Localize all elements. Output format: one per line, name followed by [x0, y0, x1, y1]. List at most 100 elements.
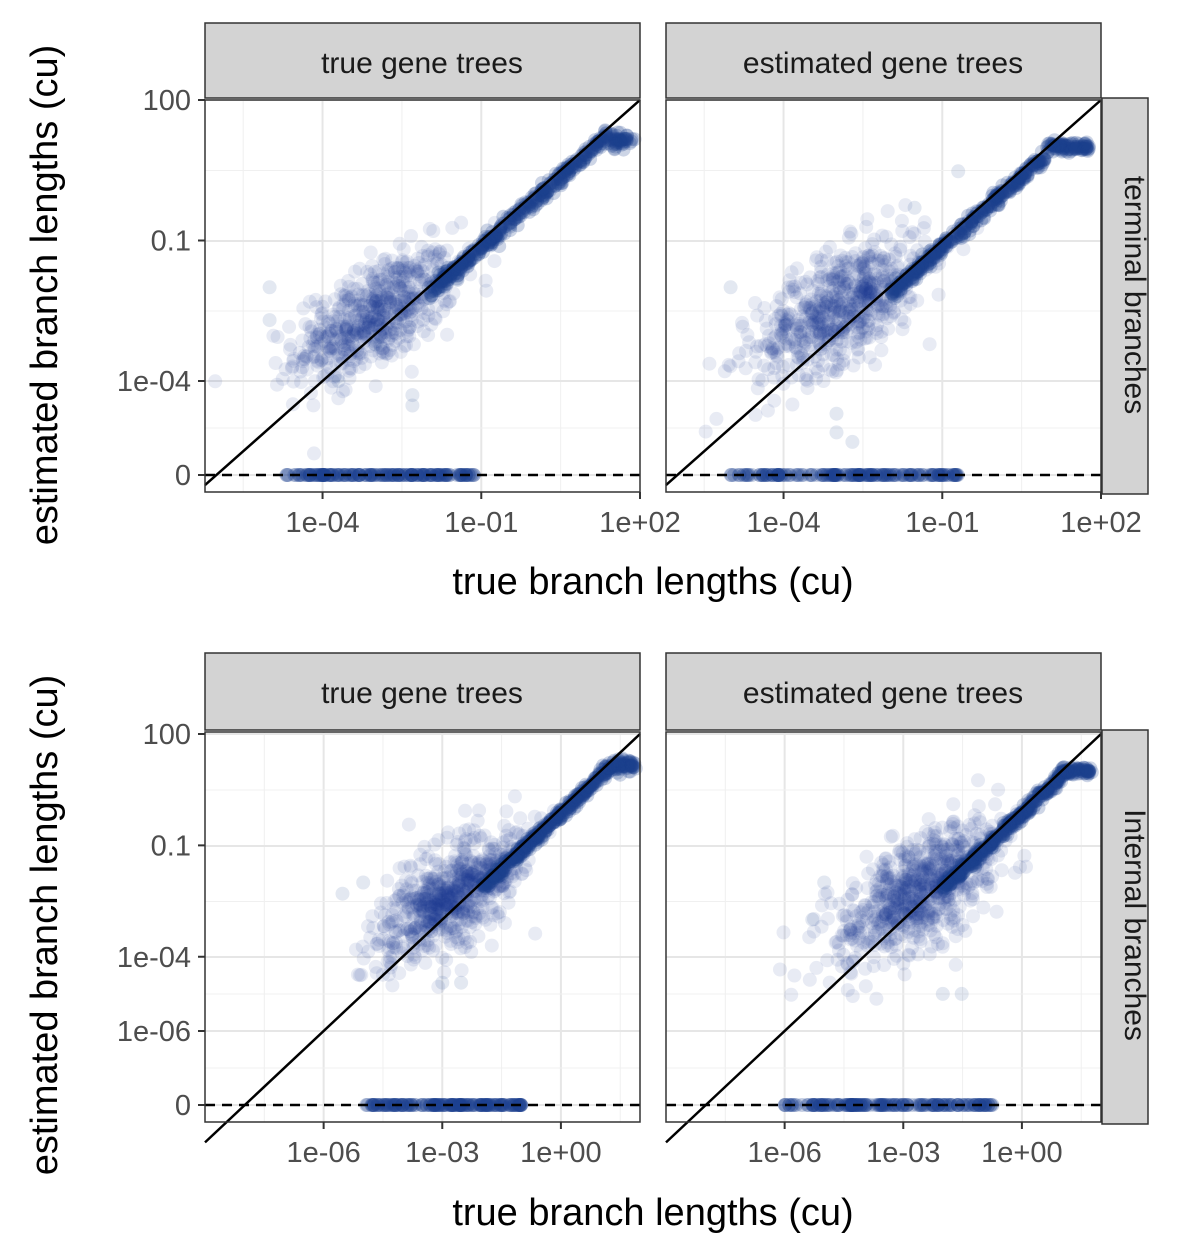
data-point [503, 219, 518, 234]
data-point [483, 229, 498, 244]
data-point [307, 339, 322, 354]
data-point [869, 283, 884, 298]
data-point [465, 243, 480, 258]
y-tick-label: 100 [143, 85, 191, 117]
data-point [355, 939, 370, 954]
data-point [951, 164, 966, 179]
data-point [361, 314, 376, 328]
data-point [310, 327, 325, 342]
data-point [597, 134, 612, 149]
data-point [437, 250, 452, 265]
data-point [372, 294, 387, 309]
data-point [612, 133, 627, 148]
data-point [475, 241, 490, 256]
data-point [401, 468, 416, 482]
data-point [388, 333, 403, 348]
data-point [310, 353, 325, 368]
data-point [356, 875, 371, 890]
x-tick-label: 1e-01 [905, 507, 979, 539]
data-point [396, 316, 411, 331]
data-point [814, 259, 829, 274]
data-point [862, 330, 877, 345]
data-point [397, 290, 412, 305]
data-point [347, 309, 362, 324]
data-point [853, 285, 868, 300]
data-point [398, 468, 412, 482]
data-point [358, 317, 373, 332]
data-point [299, 349, 314, 364]
data-point [536, 190, 551, 204]
data-point [931, 287, 946, 302]
data-point [482, 234, 497, 249]
data-point [851, 326, 866, 341]
data-point [800, 381, 815, 396]
data-point [336, 297, 351, 312]
data-point [471, 246, 486, 261]
data-point [385, 253, 399, 268]
data-point [989, 904, 1004, 919]
data-point [849, 909, 864, 924]
data-point [553, 178, 568, 193]
data-point [490, 232, 505, 246]
data-point [413, 275, 427, 290]
data-point [372, 283, 387, 298]
data-point [434, 279, 449, 294]
data-point [852, 259, 867, 274]
data-point [360, 321, 375, 335]
data-point [349, 326, 364, 341]
data-point [322, 327, 337, 341]
data-point [814, 284, 829, 299]
data-point [887, 890, 902, 905]
data-point [439, 276, 454, 291]
data-point [789, 321, 804, 336]
data-point [493, 220, 508, 235]
data-point [463, 267, 478, 282]
data-point [307, 341, 322, 356]
data-point [480, 231, 494, 246]
data-point [306, 350, 321, 365]
data-point [316, 314, 331, 329]
data-point [383, 293, 398, 308]
data-point [598, 126, 613, 141]
data-point [766, 370, 781, 385]
data-point [373, 327, 388, 342]
data-point [430, 275, 445, 290]
data-point [367, 308, 382, 323]
data-point [450, 468, 465, 482]
data-point [368, 318, 383, 332]
data-point [866, 278, 881, 293]
data-point [436, 270, 451, 285]
data-point [397, 468, 412, 482]
data-point [342, 371, 357, 385]
data-point [608, 132, 623, 147]
data-point [889, 938, 904, 952]
data-point [398, 314, 413, 329]
data-point [764, 346, 779, 360]
data-point [890, 260, 904, 275]
data-point [379, 320, 394, 335]
data-point [948, 957, 963, 972]
data-point [537, 187, 552, 202]
data-point [811, 315, 826, 330]
data-point [286, 353, 301, 368]
data-point [787, 285, 802, 300]
data-point [612, 135, 627, 150]
data-point [366, 343, 381, 358]
data-point [372, 305, 387, 320]
data-point [445, 220, 460, 235]
data-point [553, 172, 568, 187]
data-point [504, 215, 519, 230]
y-tick-label: 1e-04 [117, 366, 191, 398]
data-point [522, 199, 537, 214]
data-point [346, 468, 361, 482]
data-point [829, 425, 844, 440]
data-point [385, 288, 400, 303]
data-point [436, 279, 451, 294]
data-point [873, 917, 888, 932]
data-point [353, 297, 367, 312]
data-point [537, 189, 552, 204]
data-point [344, 329, 359, 344]
data-point [395, 255, 410, 269]
data-point [341, 292, 356, 307]
data-point [838, 250, 853, 265]
